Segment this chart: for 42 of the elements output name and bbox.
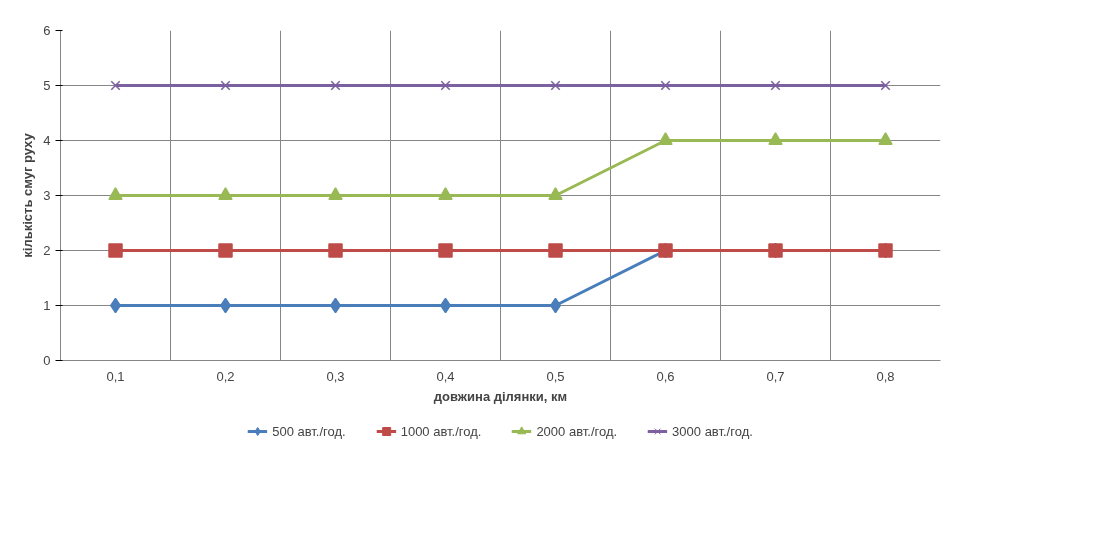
x-tick-label: 0,7 [766,368,785,384]
y-tick-label: 4 [43,133,51,148]
point [330,80,341,91]
x-tick-label: 0,3 [326,368,345,384]
x-tick-label: 0,1 [106,368,125,384]
y-tick-label: 5 [43,78,51,93]
point [768,132,783,145]
y-tick-label: 2 [43,243,51,258]
legend-label: 500 авт./год. [272,423,346,439]
x-tick-label: 0,6 [656,368,675,384]
point [108,187,123,200]
point [328,243,343,258]
point [440,80,451,91]
point [438,187,453,200]
x-tick-label: 0,4 [436,368,455,384]
y-tick-label: 6 [43,23,51,38]
point [548,187,563,200]
point [660,80,671,91]
x-tick-label: 0,8 [876,368,895,384]
point [108,243,123,258]
y-tick-label: 1 [43,298,51,313]
point [218,187,233,200]
point [770,80,781,91]
point [438,243,453,258]
y-axis-title: кількість смуг руху [20,132,36,258]
point [220,80,231,91]
point [878,132,893,145]
legend-label: 3000 авт./год. [672,423,753,439]
legend-label: 2000 авт./год. [536,423,618,439]
y-tick-label: 0 [43,353,51,368]
point [880,80,891,91]
legend-label: 1000 авт./год. [400,423,482,439]
point [658,132,673,145]
point [110,80,121,91]
y-tick-label: 3 [43,188,51,203]
x-tick-label: 0,2 [216,368,235,384]
point [550,80,561,91]
point [548,243,563,258]
x-tick-label: 0,5 [546,368,565,384]
point [328,187,343,200]
point [218,243,233,258]
x-axis-title: довжина ділянки, км [433,388,568,404]
